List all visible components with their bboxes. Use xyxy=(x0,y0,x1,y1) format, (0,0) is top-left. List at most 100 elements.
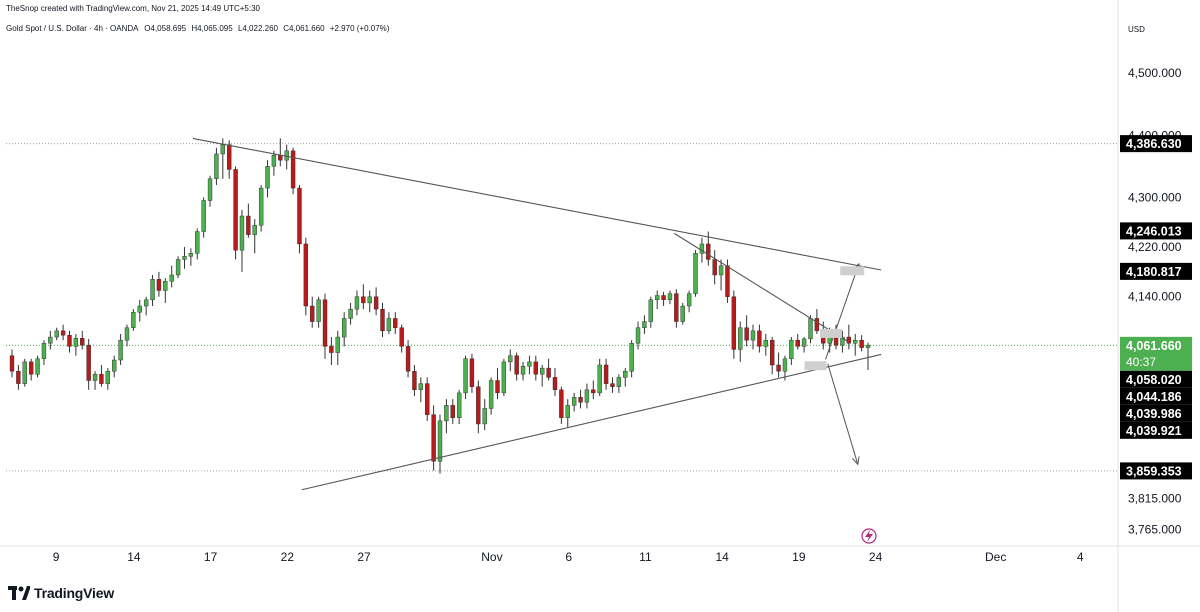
chart-header: TheSnop created with TradingView.com, No… xyxy=(0,0,1200,20)
candle-body xyxy=(495,380,500,394)
y-tick-label: 4,300.000 xyxy=(1128,190,1182,204)
candle-body xyxy=(310,305,315,322)
candle-body xyxy=(322,299,328,347)
candle-body xyxy=(22,361,27,384)
x-tick-label: 17 xyxy=(204,550,218,564)
candle-body xyxy=(623,370,628,378)
candle-body xyxy=(188,253,194,257)
candle-body xyxy=(750,330,756,341)
candle-body xyxy=(393,318,398,328)
x-tick-label: 19 xyxy=(792,550,806,564)
lightning-icon-bolt xyxy=(865,530,873,542)
ohlc-open: O4,058.695 xyxy=(144,24,187,33)
trendline xyxy=(301,353,882,491)
candle-body xyxy=(118,339,123,361)
tradingview-logo-text: TradingView xyxy=(34,585,115,601)
lightning-icon[interactable] xyxy=(861,528,877,544)
candle-body xyxy=(297,187,302,245)
price-label-bg xyxy=(1120,135,1192,153)
candle-body xyxy=(412,370,417,391)
arrow-shaft xyxy=(825,263,860,360)
candle-body xyxy=(661,295,666,301)
x-tick-label: 27 xyxy=(357,550,371,564)
symbol-legend: Gold Spot / U.S. Dollar · 4h · OANDA O4,… xyxy=(6,24,389,33)
price-labels: 4,386.630 4,246.013 4,180.817 4,061.660 40:3… xyxy=(1120,135,1192,480)
candle-body xyxy=(597,364,602,394)
tradingview-logo[interactable]: TradingView xyxy=(8,584,114,602)
y-tick-label: 4,220.000 xyxy=(1128,240,1182,254)
marker-rect xyxy=(840,266,865,276)
symbol-name: Gold Spot / U.S. Dollar · 4h · OANDA xyxy=(6,24,139,33)
candle-body xyxy=(28,361,34,375)
price-label-bg xyxy=(1120,462,1192,480)
candle-body xyxy=(329,346,334,353)
candle-body xyxy=(405,346,411,372)
candle-body xyxy=(367,296,372,304)
trendline xyxy=(192,137,882,271)
candle-body xyxy=(258,187,264,226)
candle-body xyxy=(169,274,174,282)
candle-body xyxy=(431,414,436,462)
candle-body xyxy=(341,318,347,338)
candle-body xyxy=(399,327,404,347)
candle-body xyxy=(156,279,162,291)
candle-body xyxy=(112,359,117,372)
price-label-text: 4,044.186 xyxy=(1126,390,1182,404)
candle-body xyxy=(201,200,206,232)
candle-body xyxy=(425,383,430,415)
price-label-bg xyxy=(1120,262,1192,280)
candle-body xyxy=(80,338,85,346)
candle-body xyxy=(67,334,72,347)
candle-body xyxy=(386,318,392,332)
candle-body xyxy=(175,259,181,276)
x-tick-label: 14 xyxy=(715,550,729,564)
candle-body xyxy=(699,243,705,254)
candle-body xyxy=(859,339,864,348)
candle-body xyxy=(86,344,91,381)
arrow-head xyxy=(852,456,860,466)
candle-body xyxy=(150,279,155,301)
candle-body xyxy=(16,370,21,384)
candle-body xyxy=(54,330,59,338)
candle-body xyxy=(514,355,519,375)
attribution-text: TheSnop created with TradingView.com, No… xyxy=(6,4,261,13)
candle-body xyxy=(163,280,168,291)
candle-body xyxy=(693,253,698,294)
price-label-bg xyxy=(1120,222,1192,240)
candle-body xyxy=(92,374,98,381)
candle-body xyxy=(380,308,385,332)
trendline xyxy=(674,232,847,342)
candle-body xyxy=(565,405,570,418)
candle-body xyxy=(584,389,590,403)
x-tick-label: 14 xyxy=(127,550,141,564)
price-label-text: 4,058.020 xyxy=(1126,373,1182,387)
candle-body xyxy=(731,296,737,350)
lightning-icon-ring xyxy=(861,528,877,544)
candle-body xyxy=(706,243,711,260)
candle-body xyxy=(303,243,309,307)
price-label-countdown: 40:37 xyxy=(1126,355,1156,369)
candle-body xyxy=(463,358,468,394)
candle-body xyxy=(354,296,360,310)
candle-body xyxy=(227,144,232,170)
time-axis[interactable]: 9 14 17 22 27 Nov 6 11 14 19 24 Dec 4 xyxy=(53,550,1084,564)
x-tick-label: Dec xyxy=(985,550,1006,564)
y-tick-label: 4,500.000 xyxy=(1128,66,1182,80)
trendline-drawings[interactable] xyxy=(192,137,882,491)
price-label-bg xyxy=(1120,387,1192,405)
candle-body xyxy=(718,265,724,276)
candle-body xyxy=(686,293,692,307)
y-tick-label: 3,765.000 xyxy=(1128,522,1182,536)
candle-body xyxy=(725,265,730,297)
candle-body xyxy=(469,358,475,387)
y-tick-label: 4,140.000 xyxy=(1128,290,1182,304)
candle-body xyxy=(284,150,289,161)
candle-body xyxy=(195,231,200,254)
candle-body xyxy=(533,361,539,375)
candle-body xyxy=(361,296,366,304)
candle-body xyxy=(131,312,136,328)
candle-body xyxy=(591,389,596,394)
candle-body xyxy=(769,339,775,366)
